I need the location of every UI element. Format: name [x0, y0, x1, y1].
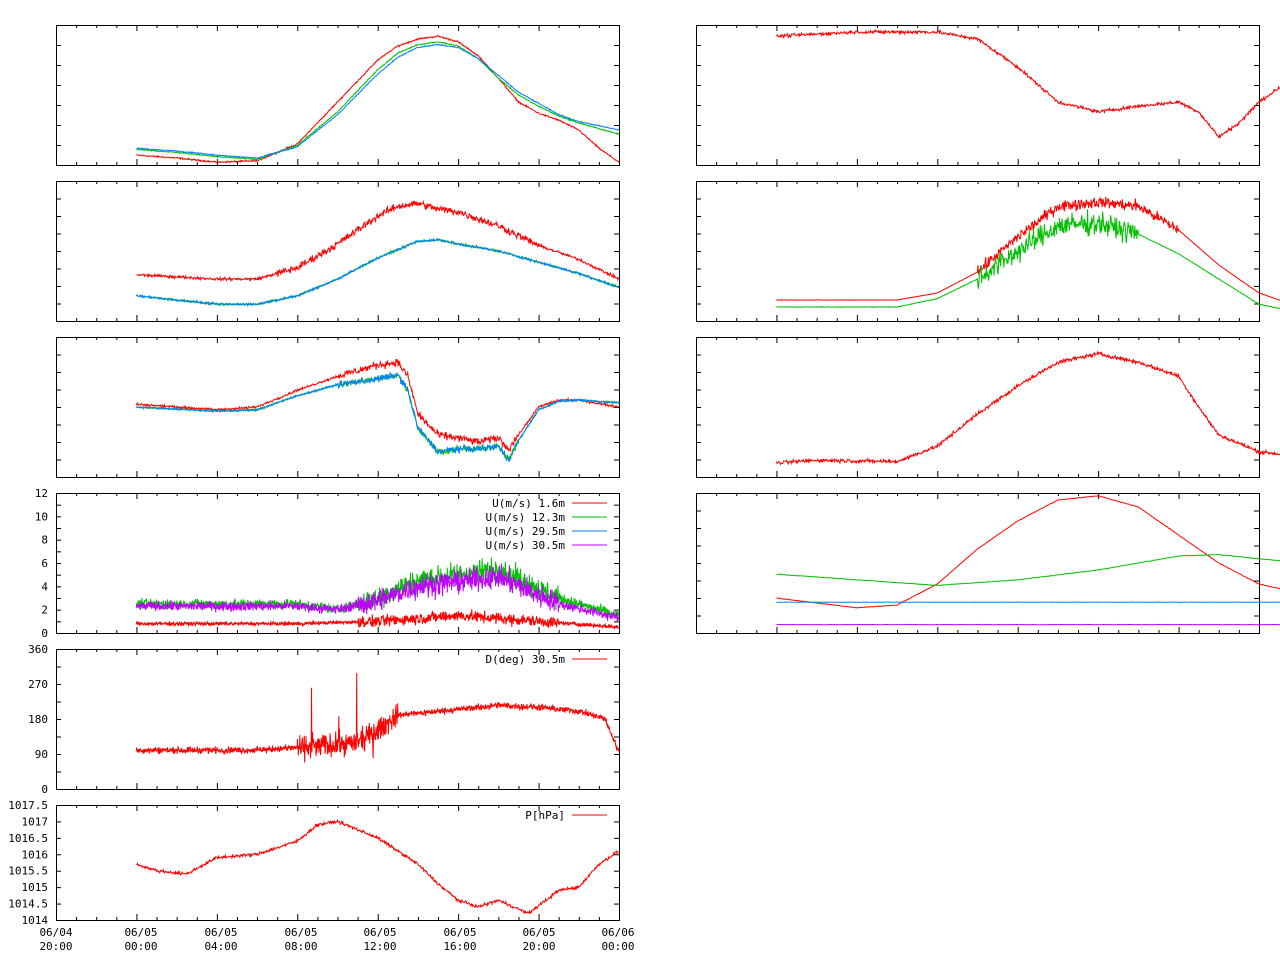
series-line-green	[135, 557, 620, 619]
series-line-purple	[776, 623, 1280, 626]
series-line-red	[776, 495, 1280, 609]
x-tick-date: 06/05	[204, 926, 237, 939]
x-tick-date: 06/06	[601, 926, 634, 939]
plot-frame	[696, 493, 1260, 634]
plot-frame	[56, 181, 620, 322]
series-line-green	[776, 553, 1280, 587]
x-tick-date: 06/05	[522, 926, 555, 939]
legend-label-u-1-6m: U(m/s) 1.6m	[492, 497, 565, 510]
series-line-red	[136, 819, 620, 915]
y-tick-label: 90	[35, 748, 48, 761]
x-tick-date: 06/05	[284, 926, 317, 939]
y-tick-label: 0	[41, 627, 48, 640]
x-tick-time: 20:00	[39, 940, 72, 953]
x-tick-time: 08:00	[284, 940, 317, 953]
series-line-red	[136, 35, 620, 164]
series-line-red	[136, 199, 620, 283]
y-tick-label: 1017.5	[8, 799, 48, 812]
series-line-green	[135, 373, 620, 461]
x-tick-time: 00:00	[124, 940, 157, 953]
y-tick-label: 1015.5	[8, 865, 48, 878]
panel-r4	[696, 493, 1280, 634]
y-tick-label: 1016.5	[8, 832, 48, 845]
series-line-red	[135, 359, 620, 453]
plot-frame	[696, 25, 1260, 166]
y-tick-label: 180	[28, 713, 48, 726]
y-tick-label: 1014.5	[8, 898, 48, 911]
legend-label-u-12-3m: U(m/s) 12.3m	[486, 511, 566, 524]
x-axis-labels: 06/04 20:00 06/05 00:00 06/05 04:00 06/0…	[39, 926, 634, 953]
panel-l3	[56, 337, 620, 478]
series-line-blue	[136, 43, 620, 159]
legend-label-u-30-5m: U(m/s) 30.5m	[486, 539, 566, 552]
y-tick-label: 1014	[22, 914, 49, 927]
series-line-green	[136, 41, 620, 161]
plot-panels: 0 2 4 6 8 10 12 0 90 180 270 360 1014 1014.5 1015 1015.…	[8, 25, 1280, 927]
legend-label-u-29-5m: U(m/s) 29.5m	[486, 525, 566, 538]
series-line-green	[776, 209, 1280, 310]
x-tick-time: 04:00	[204, 940, 237, 953]
y-tick-label: 12	[35, 487, 48, 500]
series-line-red	[776, 196, 1280, 301]
panel-r3	[696, 337, 1280, 478]
series-line-red	[776, 28, 1280, 140]
series-line-red	[135, 609, 620, 631]
series-line-blue	[136, 238, 620, 307]
series-line-blue	[136, 370, 620, 463]
panel-l1	[56, 25, 620, 166]
x-tick-date: 06/04	[39, 926, 72, 939]
y-tick-label: 1017	[22, 815, 49, 828]
x-tick-date: 06/05	[124, 926, 157, 939]
panel-l4: 0 2 4 6 8 10 12	[35, 487, 620, 640]
legend-label-p-hpa: P[hPa]	[525, 809, 565, 822]
panel-l2	[56, 181, 620, 322]
x-tick-time: 16:00	[443, 940, 476, 953]
legend-label-d-30-5m: D(deg) 30.5m	[486, 653, 566, 666]
panel-r1	[696, 25, 1280, 166]
series-line-purple	[135, 563, 620, 622]
series-line-blue	[776, 601, 1280, 603]
y-tick-label: 360	[28, 643, 48, 656]
y-tick-label: 8	[41, 534, 48, 547]
y-tick-label: 0	[41, 783, 48, 796]
y-tick-label: 6	[41, 557, 48, 570]
panel-l6: 1014 1014.5 1015 1015.5 1016 1016.5 1017 1017.5	[8, 799, 620, 927]
plot-frame	[696, 337, 1260, 478]
y-tick-label: 4	[41, 580, 48, 593]
x-tick-time: 12:00	[363, 940, 396, 953]
panel-l5: 0 90 180 270 360	[28, 643, 620, 796]
panel-r2	[696, 181, 1280, 322]
plot-frame	[56, 25, 620, 166]
legends: U(m/s) 1.6m U(m/s) 12.3m U(m/s) 29.5m U(…	[486, 497, 607, 822]
series-line-red	[135, 672, 620, 763]
x-tick-date: 06/05	[363, 926, 396, 939]
series-line-red	[775, 350, 1280, 466]
plot-frame	[56, 649, 620, 790]
x-tick-time: 00:00	[601, 940, 634, 953]
x-tick-date: 06/05	[443, 926, 476, 939]
y-tick-label: 2	[41, 604, 48, 617]
y-tick-label: 10	[35, 510, 48, 523]
x-tick-time: 20:00	[522, 940, 555, 953]
y-tick-label: 1015	[22, 881, 49, 894]
plot-frame	[56, 805, 620, 921]
y-tick-label: 270	[28, 678, 48, 691]
y-tick-label: 1016	[22, 848, 49, 861]
